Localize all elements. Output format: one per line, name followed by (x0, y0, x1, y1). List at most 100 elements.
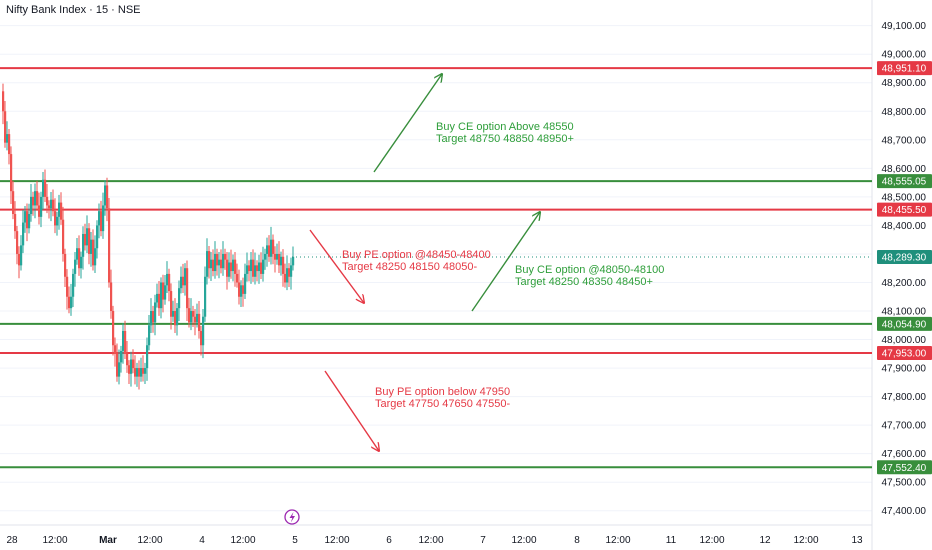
candle[interactable] (276, 243, 279, 265)
candle[interactable] (10, 146, 13, 205)
candle[interactable] (234, 251, 237, 287)
candle[interactable] (126, 340, 129, 373)
trade-arrows[interactable] (309, 74, 540, 451)
candle[interactable] (218, 251, 221, 279)
candle[interactable] (54, 198, 57, 234)
candle[interactable] (84, 223, 87, 251)
candle[interactable] (12, 180, 15, 220)
candle[interactable] (8, 128, 11, 165)
candle[interactable] (110, 269, 113, 319)
candle[interactable] (42, 172, 45, 210)
candle[interactable] (292, 246, 295, 271)
candle[interactable] (136, 362, 139, 387)
x-axis[interactable]: 28 12:00 Mar 12:00 4 12:00 5 12:00 6 12:00 7 12:00 8… (6, 535, 863, 546)
candle[interactable] (246, 252, 249, 282)
annotation-buy-pe-line[interactable]: Target 47750 47650 47550- (375, 398, 511, 410)
candle[interactable] (112, 305, 115, 356)
candle[interactable] (100, 200, 103, 237)
candle[interactable] (202, 309, 205, 359)
price-levels[interactable]: 48,951.10 48,555.05 48,455.50 48,054.90 47,9… (0, 61, 932, 475)
candle[interactable] (168, 268, 171, 302)
candle[interactable] (30, 184, 33, 222)
candle[interactable] (96, 220, 99, 259)
candle[interactable] (268, 235, 271, 262)
annotation-buy-ce-line[interactable]: Buy CE option Above 48550 (436, 121, 574, 133)
candle[interactable] (286, 255, 289, 291)
candle[interactable] (134, 355, 137, 385)
candle[interactable] (122, 323, 125, 364)
candle[interactable] (184, 263, 187, 296)
candle[interactable] (80, 251, 83, 279)
annotation-buy-pe-line[interactable]: Target 48250 48150 48050- (342, 261, 478, 273)
candle[interactable] (278, 241, 281, 274)
candle[interactable] (158, 281, 161, 316)
candle[interactable] (152, 305, 155, 333)
candle[interactable] (118, 349, 121, 385)
candle[interactable] (128, 360, 131, 385)
candle[interactable] (56, 211, 59, 236)
candle[interactable] (176, 303, 179, 336)
candle[interactable] (108, 198, 111, 288)
candle[interactable] (260, 252, 263, 280)
candle[interactable] (16, 225, 19, 265)
candle[interactable] (50, 192, 53, 222)
candle[interactable] (90, 231, 93, 267)
y-axis[interactable]: 47,400.00 47,500.00 47,600.00 47,700.00 47,8… (882, 21, 927, 517)
candle[interactable] (20, 235, 23, 271)
candle[interactable] (36, 180, 39, 211)
candle[interactable] (22, 209, 25, 254)
candle[interactable] (192, 305, 195, 327)
up-arrow[interactable] (373, 74, 442, 173)
candle[interactable] (98, 203, 101, 239)
candle[interactable] (226, 251, 229, 290)
candle[interactable] (194, 309, 197, 336)
candle[interactable] (92, 229, 95, 271)
candle[interactable] (140, 357, 143, 382)
candle[interactable] (180, 266, 183, 294)
candle[interactable] (186, 260, 189, 321)
annotation-buy-pe-line[interactable]: Buy PE option below 47950 (375, 386, 510, 398)
candle[interactable] (174, 298, 177, 333)
candle[interactable] (224, 248, 227, 270)
candle[interactable] (204, 266, 207, 322)
candle[interactable] (220, 249, 223, 274)
candle[interactable] (28, 203, 31, 234)
candle[interactable] (238, 269, 241, 305)
candle[interactable] (198, 301, 201, 339)
candle[interactable] (228, 252, 231, 282)
candle[interactable] (150, 298, 153, 333)
candle[interactable] (124, 320, 127, 359)
candle[interactable] (114, 337, 117, 367)
candle[interactable] (270, 226, 273, 265)
candle[interactable] (222, 241, 225, 276)
candle[interactable] (52, 189, 55, 217)
candle[interactable] (104, 180, 107, 216)
candle[interactable] (182, 263, 185, 294)
candle[interactable] (244, 263, 247, 300)
candle[interactable] (188, 297, 191, 328)
candle[interactable] (18, 246, 21, 279)
candle[interactable] (232, 254, 235, 282)
candle[interactable] (256, 260, 259, 282)
candle[interactable] (160, 277, 163, 319)
candle[interactable] (72, 268, 75, 308)
candle[interactable] (78, 235, 81, 276)
candle[interactable] (230, 249, 233, 279)
candle[interactable] (274, 246, 277, 273)
candle[interactable] (60, 192, 63, 225)
candle[interactable] (142, 355, 145, 382)
candle[interactable] (66, 269, 69, 310)
candle[interactable] (162, 274, 165, 313)
candle[interactable] (144, 362, 147, 385)
candle[interactable] (68, 286, 71, 314)
candle[interactable] (46, 184, 49, 214)
candle[interactable] (62, 206, 65, 262)
lightning-icon[interactable] (284, 509, 300, 525)
candle[interactable] (130, 351, 133, 387)
candle[interactable] (178, 280, 181, 321)
candle[interactable] (40, 191, 43, 228)
candle[interactable] (6, 121, 9, 151)
candle[interactable] (166, 261, 169, 294)
